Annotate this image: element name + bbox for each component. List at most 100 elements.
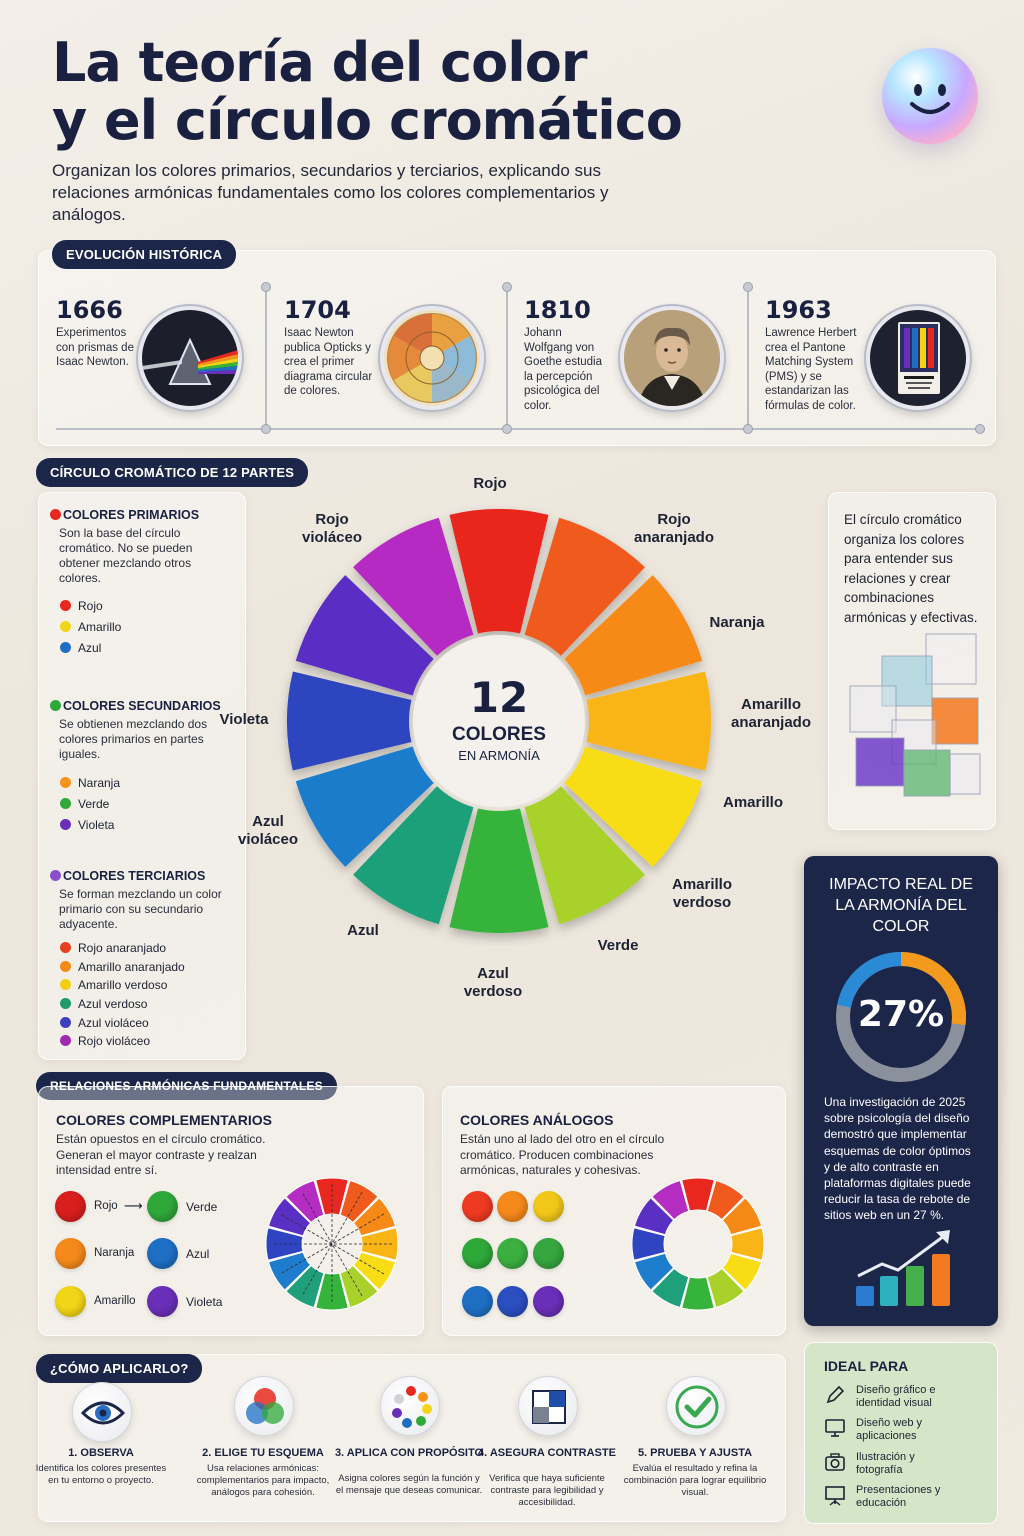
pair-label: Rojo xyxy=(94,1200,118,1212)
glass-cubes-icon xyxy=(849,633,981,797)
timeline-knob xyxy=(502,424,512,434)
wheel-segment-11 xyxy=(353,517,474,656)
ideal-item: Diseño web y aplicaciones xyxy=(856,1417,923,1442)
wheel-label-naranja: Naranja xyxy=(709,614,765,631)
step-desc: Identifica los colores presentes en tu e… xyxy=(35,1463,167,1486)
ana-segment-4 xyxy=(721,1252,763,1291)
wheel-center-disc xyxy=(413,635,585,807)
color-ball xyxy=(497,1238,528,1269)
ideal-item: Diseño gráfico e identidad visual xyxy=(856,1384,936,1409)
monitor-icon xyxy=(825,1419,845,1437)
timeline-year: 1963 xyxy=(765,296,832,324)
contrast-icon xyxy=(518,1376,578,1436)
color-wheel xyxy=(287,509,711,933)
list-item: Azul verdoso xyxy=(60,997,147,1011)
list-item: Azul violáceo xyxy=(60,1016,149,1030)
step-title: 3. APLICA CON PROPÓSITO xyxy=(334,1447,484,1459)
wheel-segment-5 xyxy=(524,786,645,925)
complementarios-title: COLORES COMPLEMENTARIOS xyxy=(56,1112,272,1128)
wheel-center-sub: EN ARMONÍA xyxy=(458,748,540,763)
ana-segment-9 xyxy=(631,1227,666,1261)
pair-label: Azul xyxy=(186,1247,210,1261)
newton-diagram-image xyxy=(380,306,484,410)
arrow-icon: ⟶ xyxy=(124,1198,143,1213)
donut-accent-arc xyxy=(837,952,902,1008)
color-ball xyxy=(55,1191,86,1222)
ana-segment-7 xyxy=(651,1267,690,1309)
list-item: Rojo xyxy=(60,599,103,613)
timeline-axis xyxy=(56,428,982,430)
timeline-divider-2 xyxy=(506,288,508,428)
analogos-title: COLORES ANÁLOGOS xyxy=(460,1112,614,1128)
presentation-icon xyxy=(825,1486,845,1506)
step-title: 2. ELIGE TU ESQUEMA xyxy=(202,1447,324,1459)
wheel-center-word: COLORES xyxy=(452,724,546,745)
color-ball xyxy=(497,1286,528,1317)
color-ball xyxy=(533,1238,564,1269)
title-line-1: La teoría del color xyxy=(52,31,587,94)
wheel-label-azul: Azul xyxy=(347,922,379,939)
wheel-segment-8 xyxy=(295,746,434,867)
comp-segment-4 xyxy=(352,1251,397,1291)
color-ball xyxy=(462,1238,493,1269)
ana-segment-0 xyxy=(681,1177,715,1212)
analogos-desc: Están uno al lado del otro en el círculo… xyxy=(460,1132,665,1177)
wheel-segment-0 xyxy=(449,509,549,634)
analogous-wheel xyxy=(631,1177,765,1311)
page-title: La teoría del color y el círculo cromáti… xyxy=(52,34,812,150)
primarios-desc: Son la base del círculo cromático. No se… xyxy=(59,526,193,585)
wheel-label-amarillo-verdoso: Amarillo verdoso xyxy=(671,876,732,911)
list-item: Verde xyxy=(60,797,109,811)
timeline-label: EVOLUCIÓN HISTÓRICA xyxy=(52,240,237,269)
list-item: Rojo anaranjado xyxy=(60,941,166,955)
list-item: Violeta xyxy=(60,818,114,832)
timeline-year: 1666 xyxy=(56,296,123,324)
impact-donut-chart xyxy=(836,952,966,1082)
complement-line xyxy=(301,1191,363,1297)
ideal-item: Ilustración y fotografía xyxy=(856,1451,915,1476)
ana-segment-1 xyxy=(706,1179,745,1221)
timeline-text: Lawrence Herbert crea el Pantone Matchin… xyxy=(765,327,857,412)
wheel-label-amarillo: Amarillo xyxy=(722,794,783,811)
wheel-label-azul-verdoso: Azul verdoso xyxy=(463,965,523,1000)
pantone-book-image xyxy=(866,306,970,410)
pencil-icon xyxy=(826,1385,845,1404)
check-icon xyxy=(666,1376,726,1436)
pair-label: Naranja xyxy=(94,1247,135,1259)
timeline-text: Isaac Newton publica Opticks y crea el p… xyxy=(284,327,373,397)
step-desc: Evalúa el resultado y refina la combinac… xyxy=(623,1463,767,1498)
color-ball xyxy=(55,1286,86,1317)
color-ball xyxy=(462,1286,493,1317)
donut-value-arc xyxy=(900,952,966,1026)
timeline-knob xyxy=(975,424,985,434)
eye-icon xyxy=(72,1382,132,1442)
timeline-year: 1704 xyxy=(284,296,351,324)
ana-segment-2 xyxy=(721,1197,763,1236)
list-item: Rojo violáceo xyxy=(60,1034,150,1048)
color-ball xyxy=(533,1191,564,1222)
timeline-knob xyxy=(502,282,512,292)
palette-dots-icon xyxy=(380,1376,440,1436)
list-item: Amarillo verdoso xyxy=(60,978,167,992)
comp-segment-8 xyxy=(267,1251,312,1291)
camera-icon xyxy=(825,1453,845,1471)
wheel-segment-10 xyxy=(295,575,434,696)
color-ball xyxy=(497,1191,528,1222)
color-ball xyxy=(55,1238,86,1269)
comp-segment-5 xyxy=(339,1264,379,1309)
ideal-item: Presentaciones y educación xyxy=(856,1484,941,1509)
timeline-divider-3 xyxy=(747,288,749,428)
ana-segment-3 xyxy=(730,1227,765,1261)
ana-segment-11 xyxy=(651,1179,690,1221)
timeline-knob xyxy=(261,282,271,292)
wheel-segment-3 xyxy=(586,671,711,771)
comp-segment-10 xyxy=(267,1197,312,1237)
comp-segment-2 xyxy=(352,1197,397,1237)
secundarios-desc: Se obtienen mezclando dos colores primar… xyxy=(59,717,208,761)
goethe-portrait-image xyxy=(620,306,724,410)
ana-segment-8 xyxy=(633,1252,675,1291)
timeline-divider-1 xyxy=(265,288,267,428)
color-overlap-icon xyxy=(234,1376,294,1436)
apply-label: ¿CÓMO APLICARLO? xyxy=(36,1354,203,1383)
wheel-segment-4 xyxy=(564,746,703,867)
